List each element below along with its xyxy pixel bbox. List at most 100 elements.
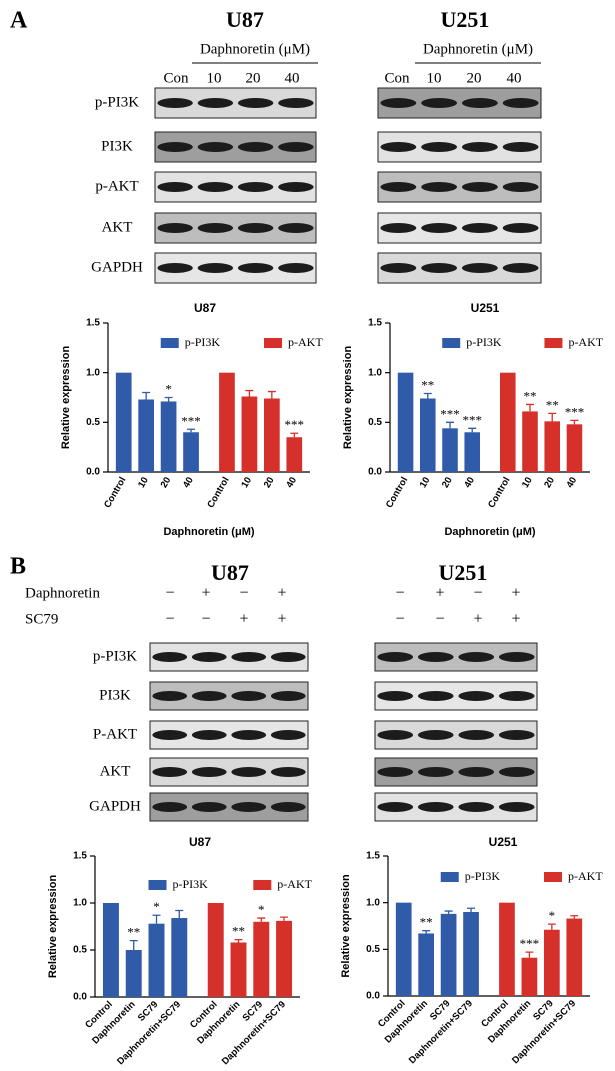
- x-tick-label: 40: [284, 475, 299, 490]
- bar: [543, 929, 560, 996]
- legend-label: p-AKT: [277, 877, 312, 891]
- bar: [397, 372, 414, 472]
- x-tick-label: 40: [564, 475, 579, 490]
- error-bar: [570, 915, 579, 919]
- blot-band: [191, 730, 227, 740]
- bar: [253, 921, 270, 997]
- condition-label: Daphnoretin: [25, 585, 100, 601]
- blot-band: [191, 802, 227, 812]
- bar: [395, 902, 412, 996]
- legend-swatch: [544, 338, 563, 348]
- blot-band: [502, 98, 539, 108]
- bar: [241, 396, 258, 472]
- blot-band: [377, 652, 414, 662]
- legend-label: p-AKT: [568, 335, 603, 349]
- blot-band: [278, 98, 314, 108]
- cell-title: U87: [226, 7, 264, 32]
- legend-swatch: [148, 880, 167, 890]
- blot-band: [498, 767, 535, 777]
- y-axis-label: Relative expression: [342, 346, 354, 450]
- condition-sign: −: [239, 585, 248, 602]
- blot-band: [278, 142, 314, 152]
- row-label: P-AKT: [93, 726, 137, 742]
- panel-label: A: [10, 8, 28, 34]
- blot-band: [417, 652, 454, 662]
- blot-band: [197, 98, 234, 108]
- blot-band: [498, 652, 535, 662]
- legend-label: p-PI3K: [466, 335, 502, 349]
- blot-band: [377, 767, 414, 777]
- blot-band: [237, 263, 274, 273]
- blot-band: [231, 652, 267, 662]
- y-tick-label: 0.5: [368, 417, 382, 428]
- lane-label: 20: [246, 70, 261, 86]
- y-axis-label: Relative expression: [47, 875, 59, 979]
- blot-band: [270, 652, 306, 662]
- blot-band: [157, 182, 193, 192]
- panel-label: B: [10, 554, 26, 580]
- row-label: AKT: [100, 763, 131, 779]
- blot-band: [498, 691, 535, 701]
- blot-band: [191, 652, 227, 662]
- significance: **: [127, 925, 140, 940]
- x-tick-label: 10: [418, 475, 433, 490]
- blot-band: [498, 730, 535, 740]
- treatment-label: Daphnoretin (μM): [423, 41, 533, 57]
- condition-sign: −: [165, 585, 174, 602]
- blot-band: [502, 142, 539, 152]
- blot-band: [231, 767, 267, 777]
- blot-band: [458, 691, 495, 701]
- row-label: GAPDH: [91, 259, 143, 275]
- condition-sign: −: [473, 585, 482, 602]
- blot-band: [417, 767, 454, 777]
- legend-label: p-AKT: [568, 869, 603, 883]
- blot-band: [157, 263, 193, 273]
- error-bar: [423, 392, 432, 399]
- condition-sign: −: [395, 611, 404, 628]
- condition-sign: −: [165, 611, 174, 628]
- legend-swatch: [440, 872, 459, 882]
- y-tick-label: 1.0: [368, 367, 382, 378]
- blot-band: [421, 263, 458, 273]
- blot-band: [458, 652, 495, 662]
- x-tick-label: 40: [462, 475, 477, 490]
- blot-band: [417, 730, 454, 740]
- cell-title: U87: [211, 560, 249, 585]
- significance: *: [153, 899, 160, 914]
- significance: *: [165, 381, 172, 396]
- x-axis-label: Daphnoretin (μM): [444, 526, 535, 538]
- condition-sign: +: [277, 585, 286, 602]
- error-bar: [267, 390, 276, 399]
- y-tick-label: 1.5: [368, 318, 382, 329]
- blot-band: [231, 691, 267, 701]
- bar: [160, 401, 177, 472]
- significance: *: [258, 902, 265, 917]
- bar: [207, 903, 224, 997]
- bar: [464, 432, 480, 472]
- y-tick-label: 1.5: [366, 851, 380, 862]
- error-bar: [257, 917, 266, 922]
- error-bar: [468, 427, 477, 433]
- error-bar: [422, 930, 431, 934]
- bar: [420, 398, 436, 472]
- blot-band: [152, 691, 188, 701]
- condition-sign: +: [511, 585, 520, 602]
- lane-label: 10: [207, 70, 222, 86]
- bar: [499, 902, 515, 996]
- error-bar: [280, 916, 289, 921]
- x-tick-label: 20: [440, 475, 455, 490]
- legend-label: p-PI3K: [185, 335, 221, 349]
- row-label: PI3K: [101, 138, 133, 154]
- y-tick-label: 1.5: [86, 318, 100, 329]
- blot-band: [237, 223, 274, 233]
- legend-swatch: [263, 338, 282, 348]
- condition-sign: −: [395, 585, 404, 602]
- blot-band: [152, 802, 188, 812]
- y-axis-label: Relative expression: [60, 346, 72, 450]
- bar: [171, 918, 188, 997]
- x-tick-label: 40: [181, 475, 196, 490]
- condition-sign: +: [201, 585, 210, 602]
- blot-band: [377, 802, 414, 812]
- row-label: p-PI3K: [95, 94, 139, 110]
- cell-title: U251: [441, 7, 490, 32]
